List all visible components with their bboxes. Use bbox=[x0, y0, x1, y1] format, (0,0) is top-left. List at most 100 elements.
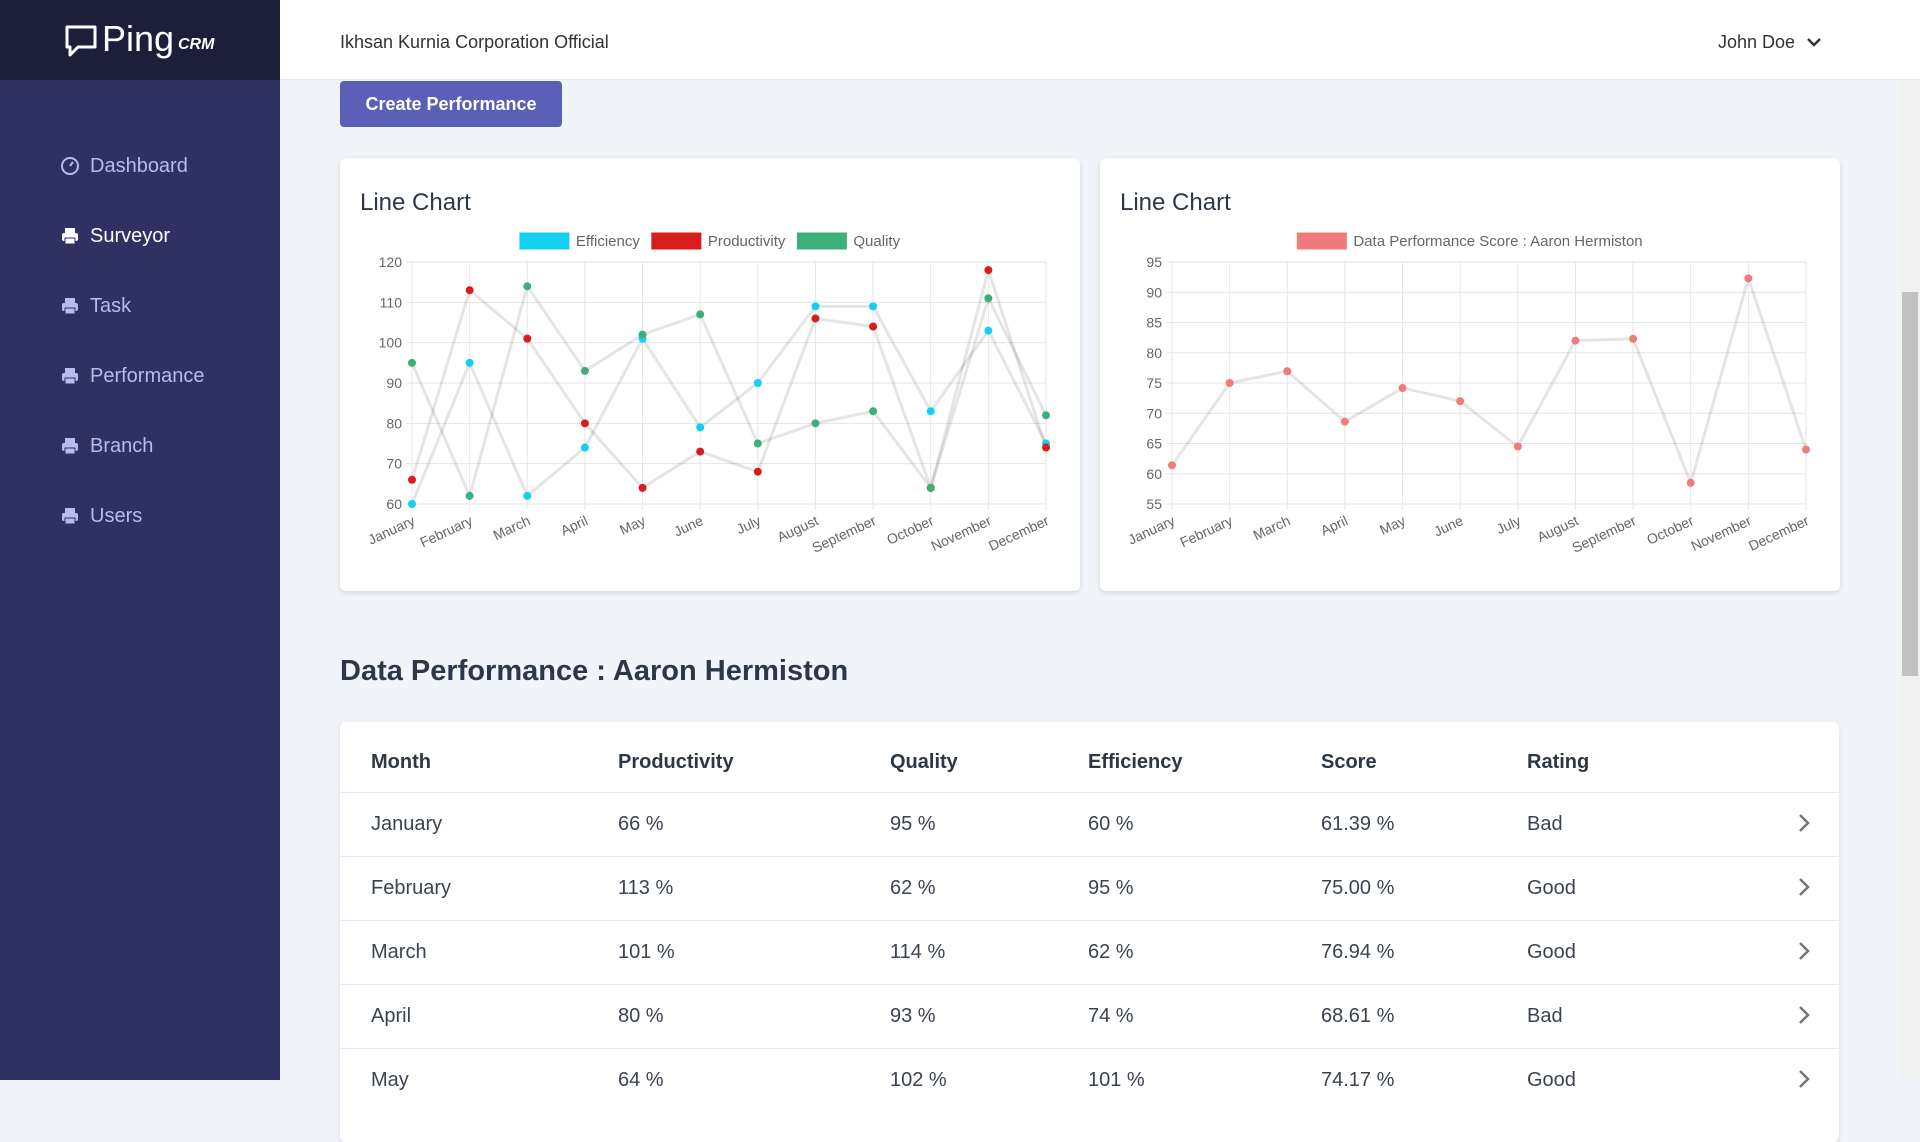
icon-shape bbox=[65, 298, 75, 303]
data-point[interactable] bbox=[638, 483, 647, 492]
x-tick-label: July bbox=[734, 512, 763, 537]
nav-item[interactable]: Surveyor bbox=[60, 221, 170, 251]
data-point[interactable] bbox=[465, 491, 474, 500]
data-point[interactable] bbox=[1629, 334, 1638, 343]
data-point[interactable] bbox=[869, 407, 878, 416]
user-menu[interactable]: John Doe bbox=[1717, 32, 1795, 52]
data-point[interactable] bbox=[696, 447, 705, 456]
nav-item[interactable]: Branch bbox=[60, 431, 153, 461]
nav-item[interactable]: Task bbox=[60, 291, 131, 321]
nav-icon bbox=[62, 298, 78, 315]
x-tick-label: April bbox=[558, 512, 590, 538]
data-point[interactable] bbox=[753, 379, 762, 387]
y-tick-label: 75 bbox=[1146, 375, 1162, 391]
table-cell: May bbox=[371, 1069, 409, 1091]
data-point[interactable] bbox=[408, 358, 416, 367]
nav-item[interactable]: Users bbox=[60, 501, 142, 531]
data-point[interactable] bbox=[1042, 411, 1050, 420]
nav-label: Users bbox=[90, 504, 143, 527]
data-point[interactable] bbox=[580, 366, 589, 375]
data-point[interactable] bbox=[465, 358, 474, 367]
data-point[interactable] bbox=[1744, 274, 1753, 283]
data-point[interactable] bbox=[696, 310, 705, 319]
data-point[interactable] bbox=[1340, 417, 1349, 426]
table-cell: 74.17 % bbox=[1321, 1069, 1395, 1091]
data-point[interactable] bbox=[465, 286, 474, 295]
y-tick-label: 85 bbox=[1146, 315, 1162, 331]
chevron-icon bbox=[1799, 814, 1810, 832]
x-tick-label: January bbox=[1125, 512, 1177, 548]
legend-swatch bbox=[651, 232, 702, 250]
table-row[interactable]: May 64 % 102 % 101 % 74.17 % Good bbox=[340, 1048, 1839, 1113]
data-point[interactable] bbox=[408, 500, 416, 508]
data-point[interactable] bbox=[1042, 443, 1050, 452]
data-point[interactable] bbox=[1225, 379, 1234, 387]
data-point[interactable] bbox=[1456, 397, 1465, 406]
chart-title: Line Chart bbox=[360, 189, 471, 216]
data-point[interactable] bbox=[1686, 478, 1695, 487]
data-point[interactable] bbox=[1802, 445, 1810, 454]
data-point[interactable] bbox=[811, 314, 820, 323]
data-point[interactable] bbox=[523, 491, 532, 500]
y-tick-label: 70 bbox=[1146, 405, 1162, 421]
data-point[interactable] bbox=[926, 483, 935, 492]
y-tick-label: 95 bbox=[1146, 254, 1162, 270]
data-point[interactable] bbox=[753, 439, 762, 448]
data-point[interactable] bbox=[1283, 367, 1292, 376]
data-point[interactable] bbox=[580, 419, 589, 428]
data-point[interactable] bbox=[1571, 336, 1580, 345]
table-cell: 102 % bbox=[890, 1069, 947, 1091]
nav-item[interactable]: Dashboard bbox=[60, 151, 188, 181]
icon-shape bbox=[1799, 1006, 1810, 1024]
y-tick-label: 65 bbox=[1146, 436, 1162, 452]
table-row[interactable]: March 101 % 114 % 62 % 76.94 % Good bbox=[340, 920, 1839, 985]
data-point[interactable] bbox=[523, 282, 532, 291]
data-point[interactable] bbox=[869, 322, 878, 331]
nav-item[interactable]: Performance bbox=[60, 361, 205, 391]
table-cell: 68.61 % bbox=[1321, 1005, 1395, 1027]
logo[interactable]: Ping CRM bbox=[0, 0, 280, 80]
table-row[interactable]: February 113 % 62 % 95 % 75.00 % Good bbox=[340, 856, 1839, 921]
table-header: Score bbox=[1321, 751, 1377, 773]
nav-label: Dashboard bbox=[90, 154, 188, 177]
y-tick-label: 120 bbox=[379, 254, 403, 270]
nav-icon bbox=[62, 438, 78, 455]
data-point[interactable] bbox=[984, 266, 993, 275]
table: Month Productivity Quality Efficiency Score R… bbox=[340, 722, 1839, 1142]
x-tick-label: July bbox=[1494, 512, 1523, 537]
data-point[interactable] bbox=[984, 326, 993, 335]
data-point[interactable] bbox=[926, 407, 935, 416]
data-point[interactable] bbox=[1513, 442, 1522, 451]
icon-shape bbox=[69, 161, 74, 167]
data-point[interactable] bbox=[811, 419, 820, 428]
table-cell: 95 % bbox=[890, 813, 936, 835]
data-point[interactable] bbox=[811, 302, 820, 311]
data-point[interactable] bbox=[580, 443, 589, 452]
data-point[interactable] bbox=[1168, 461, 1176, 470]
table-row[interactable]: April 80 % 93 % 74 % 68.61 % Bad bbox=[340, 984, 1839, 1049]
icon-shape bbox=[1799, 814, 1810, 832]
table-cell: 101 % bbox=[618, 941, 675, 963]
table-cell: 76.94 % bbox=[1321, 941, 1395, 963]
scrollbar-thumb[interactable] bbox=[1902, 292, 1918, 676]
data-point[interactable] bbox=[696, 423, 705, 432]
chevron-icon bbox=[1799, 1070, 1810, 1088]
data-point[interactable] bbox=[638, 330, 647, 339]
table-cell: March bbox=[371, 941, 427, 963]
y-tick-label: 80 bbox=[386, 415, 402, 431]
data-point[interactable] bbox=[523, 334, 532, 343]
table-cell: Bad bbox=[1527, 1005, 1563, 1027]
dropdown-icon[interactable] bbox=[1806, 34, 1822, 50]
x-tick-label: June bbox=[671, 512, 705, 539]
nav-icon bbox=[61, 157, 79, 175]
table-row[interactable]: January 66 % 95 % 60 % 61.39 % Bad bbox=[340, 792, 1839, 857]
table-cell: Good bbox=[1527, 941, 1576, 963]
data-point[interactable] bbox=[408, 475, 416, 484]
create-button[interactable]: Create Performance bbox=[340, 81, 562, 127]
data-point[interactable] bbox=[984, 294, 993, 303]
x-tick-label: December bbox=[986, 512, 1052, 554]
data-point[interactable] bbox=[869, 302, 878, 311]
data-point[interactable] bbox=[753, 467, 762, 476]
data-point[interactable] bbox=[1398, 384, 1407, 393]
table-header: Quality bbox=[890, 751, 958, 773]
